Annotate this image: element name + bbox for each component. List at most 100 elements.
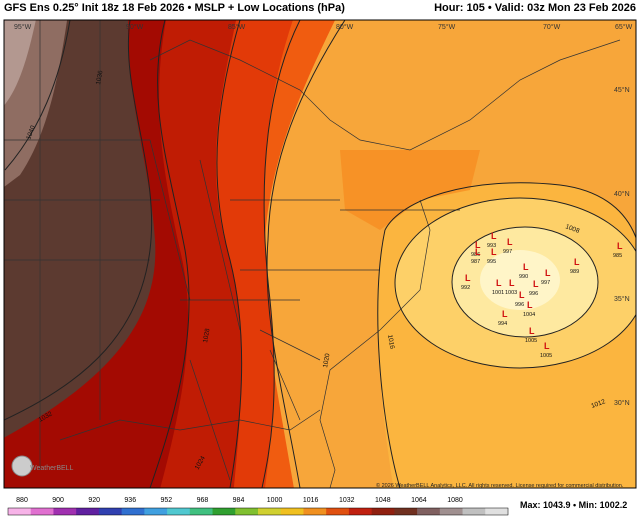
stats: Max: 1043.9 • Min: 1002.2 xyxy=(520,500,627,510)
isobar-label: 1040 xyxy=(25,124,37,140)
low-symbol: L xyxy=(465,273,471,283)
colorbar-swatch xyxy=(189,508,214,515)
colorbar-swatch xyxy=(348,508,373,515)
latitude-label: 45°N xyxy=(614,86,630,94)
isobar-label: 1016 xyxy=(386,334,395,350)
colorbar-label: 1048 xyxy=(375,497,391,504)
low-value: 1005 xyxy=(525,338,537,344)
longitude-label: 90°W xyxy=(126,23,144,31)
low-value: 996 xyxy=(515,302,524,308)
low-symbol: L xyxy=(574,257,580,267)
isobar-label: 1028 xyxy=(202,328,211,344)
colorbar-swatch xyxy=(462,508,486,515)
colorbar-swatch xyxy=(121,508,145,515)
longitude-label: 70°W xyxy=(543,23,561,31)
colorbar-swatch xyxy=(8,508,32,515)
low-value: 986 xyxy=(471,252,480,258)
isobar-label: 1036 xyxy=(95,70,104,86)
colorbar-label: 968 xyxy=(197,497,209,504)
longitude-label: 65°W xyxy=(615,23,633,31)
copyright: © 2026 WeatherBELL Analytics, LLC. All r… xyxy=(376,482,624,489)
low-value: 985 xyxy=(613,253,622,259)
low-value: 1004 xyxy=(523,312,535,318)
colorbar-label: 1000 xyxy=(267,497,283,504)
longitude-label: 80°W xyxy=(336,23,354,31)
colorbar-swatch xyxy=(485,508,509,515)
low-symbol: L xyxy=(527,300,533,310)
colorbar-swatch xyxy=(235,508,259,515)
colorbar-frame xyxy=(7,507,509,516)
low-value: 1003 xyxy=(505,290,517,296)
low-symbol: L xyxy=(545,268,551,278)
colorbar-swatch xyxy=(303,508,327,515)
colorbar-label: 1032 xyxy=(339,497,355,504)
low-symbol: L xyxy=(529,326,535,336)
low-value: 993 xyxy=(487,243,496,249)
colorbar-swatch xyxy=(30,508,54,515)
low-symbol: L xyxy=(533,279,539,289)
low-symbol: L xyxy=(475,247,481,257)
colorbar-label: 1080 xyxy=(447,497,463,504)
low-symbol: L xyxy=(509,278,515,288)
latitude-label: 40°N xyxy=(614,190,630,198)
low-value: 997 xyxy=(503,249,512,255)
colorbar-swatch xyxy=(280,508,304,515)
longitude-label: 75°W xyxy=(438,23,456,31)
low-symbol: L xyxy=(502,309,508,319)
isobar-label: 1008 xyxy=(564,223,580,235)
low-value: 1001 xyxy=(492,290,504,296)
logo: WeatherBELL xyxy=(30,465,74,472)
longitude-label: 85°W xyxy=(228,23,246,31)
colorbar-swatch xyxy=(76,508,100,515)
low-value: 1005 xyxy=(540,353,552,359)
colorbar-label: 1016 xyxy=(303,497,319,504)
colorbar-swatch xyxy=(439,508,464,515)
colorbar-label: 920 xyxy=(88,497,100,504)
isobar-label: 1012 xyxy=(590,398,606,410)
low-symbol: L xyxy=(496,278,502,288)
header-valid: Hour: 105 • Valid: 03z Mon 23 Feb 2026 xyxy=(434,2,636,14)
low-symbol: L xyxy=(475,240,481,250)
low-value: 995 xyxy=(487,259,496,265)
low-symbol: L xyxy=(544,341,550,351)
colorbar-label: 984 xyxy=(233,497,245,504)
colorbar-label: 952 xyxy=(160,497,172,504)
colorbar-swatch xyxy=(144,508,168,515)
low-symbol: L xyxy=(491,231,497,241)
latitude-label: 35°N xyxy=(614,295,630,303)
logo-icon xyxy=(11,455,33,477)
colorbar-label: 936 xyxy=(124,497,136,504)
colorbar-label: 900 xyxy=(52,497,64,504)
colorbar-swatch xyxy=(167,508,191,515)
longitude-label: 95°W xyxy=(14,23,32,31)
low-symbol: L xyxy=(523,262,529,272)
colorbar-swatch xyxy=(258,508,282,515)
low-symbol: L xyxy=(519,290,525,300)
low-value: 987 xyxy=(471,259,480,265)
low-symbol: L xyxy=(491,247,497,257)
low-symbol: L xyxy=(617,241,623,251)
colorbar-swatch xyxy=(53,508,77,515)
colorbar-label: 1064 xyxy=(411,497,427,504)
low-value: 994 xyxy=(498,321,507,327)
low-value: 990 xyxy=(519,274,528,280)
colorbar-swatch xyxy=(98,508,123,515)
colorbar-label: 880 xyxy=(16,497,28,504)
colorbar-swatch xyxy=(326,508,350,515)
latitude-label: 30°N xyxy=(614,399,630,407)
colorbar-swatch xyxy=(371,508,395,515)
low-value: 996 xyxy=(529,291,538,297)
low-value: 997 xyxy=(541,280,550,286)
isobar-label: 1020 xyxy=(322,353,331,369)
colorbar-swatch xyxy=(394,508,418,515)
header-title: GFS Ens 0.25° Init 18z 18 Feb 2026 • MSL… xyxy=(4,2,345,14)
low-value: 989 xyxy=(570,269,579,275)
map-frame xyxy=(3,19,637,489)
colorbar-swatch xyxy=(212,508,236,515)
colorbar-swatch xyxy=(417,508,441,515)
low-value: 992 xyxy=(461,285,470,291)
low-symbol: L xyxy=(507,237,513,247)
